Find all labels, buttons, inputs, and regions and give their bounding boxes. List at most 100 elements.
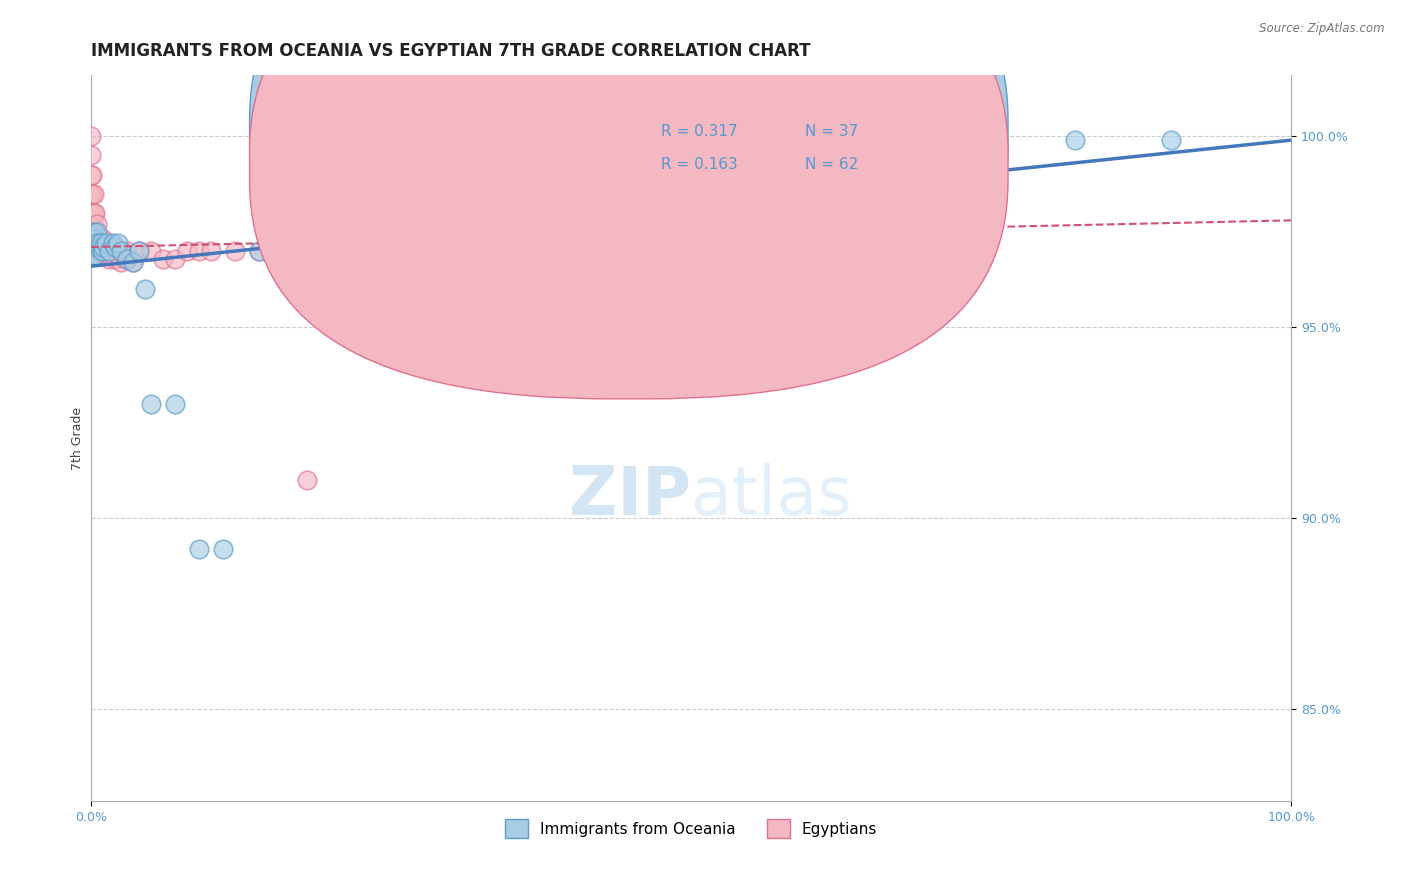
Point [82,240,104,254]
Point [295,248,318,262]
Point [89,232,111,246]
Point [80,225,103,239]
Point [247,244,270,258]
Point [80,148,103,162]
Point [90,244,112,258]
Point [86,232,108,246]
Text: ZIP: ZIP [569,463,692,529]
Point [247,244,270,258]
Point [91,232,114,246]
Point [110,255,132,269]
Point [80,168,103,182]
Y-axis label: 7th Grade: 7th Grade [72,407,84,469]
Point [84,240,107,254]
Text: atlas: atlas [692,463,852,529]
Point [80,225,103,239]
Point [152,252,174,266]
Point [110,244,132,258]
Point [200,244,222,258]
FancyBboxPatch shape [250,0,1008,399]
Point [128,244,150,258]
Text: N = 62: N = 62 [806,157,859,172]
Point [89,244,111,258]
Point [104,252,127,266]
Point [87,240,110,254]
Point [295,473,318,487]
Point [83,225,105,239]
Point [188,541,211,556]
Point [271,244,294,258]
Point [94,244,117,258]
Text: R = 0.163: R = 0.163 [661,157,738,172]
Point [83,232,105,246]
Point [488,244,510,258]
Point [107,248,129,262]
Point [91,244,114,258]
Point [560,244,582,258]
Point [80,236,103,251]
Point [82,221,104,235]
Point [122,255,145,269]
Point [84,236,107,251]
Point [176,244,198,258]
Point [344,236,367,251]
Point [464,244,486,258]
Point [165,252,187,266]
Point [380,252,402,266]
Point [83,205,105,219]
Point [536,244,558,258]
Point [89,240,111,254]
Point [83,225,105,239]
Point [98,244,121,258]
Point [83,248,105,262]
Point [115,252,138,266]
Point [82,168,104,182]
Text: Source: ZipAtlas.com: Source: ZipAtlas.com [1260,22,1385,36]
Point [122,255,145,269]
Legend: Immigrants from Oceania, Egyptians: Immigrants from Oceania, Egyptians [499,814,883,844]
Point [86,244,108,258]
Point [620,263,643,277]
Point [512,244,534,258]
Point [101,236,124,251]
Point [82,228,104,243]
Point [96,248,118,262]
Point [82,186,104,201]
Point [80,248,103,262]
Point [321,263,343,277]
Point [1064,133,1087,147]
Point [100,248,122,262]
Point [83,236,105,251]
Point [141,244,163,258]
Point [83,186,105,201]
Text: IMMIGRANTS FROM OCEANIA VS EGYPTIAN 7TH GRADE CORRELATION CHART: IMMIGRANTS FROM OCEANIA VS EGYPTIAN 7TH … [91,42,811,60]
Point [188,244,211,258]
Point [87,228,110,243]
Point [94,236,117,251]
Point [86,240,108,254]
Point [82,205,104,219]
Point [104,240,127,254]
Point [83,236,105,251]
Text: N = 37: N = 37 [806,124,859,139]
Point [87,236,110,251]
Point [80,205,103,219]
Point [224,244,246,258]
Point [83,221,105,235]
FancyBboxPatch shape [250,0,1008,367]
Point [1160,133,1182,147]
Point [344,244,367,258]
Point [83,205,105,219]
Point [91,244,114,258]
Point [84,225,107,239]
FancyBboxPatch shape [589,101,962,191]
Point [98,252,121,266]
Point [165,397,187,411]
Point [134,282,156,296]
Point [80,129,103,144]
Point [86,225,108,239]
Point [107,236,129,251]
Point [86,217,108,231]
Point [980,133,1002,147]
Text: R = 0.317: R = 0.317 [661,124,738,139]
